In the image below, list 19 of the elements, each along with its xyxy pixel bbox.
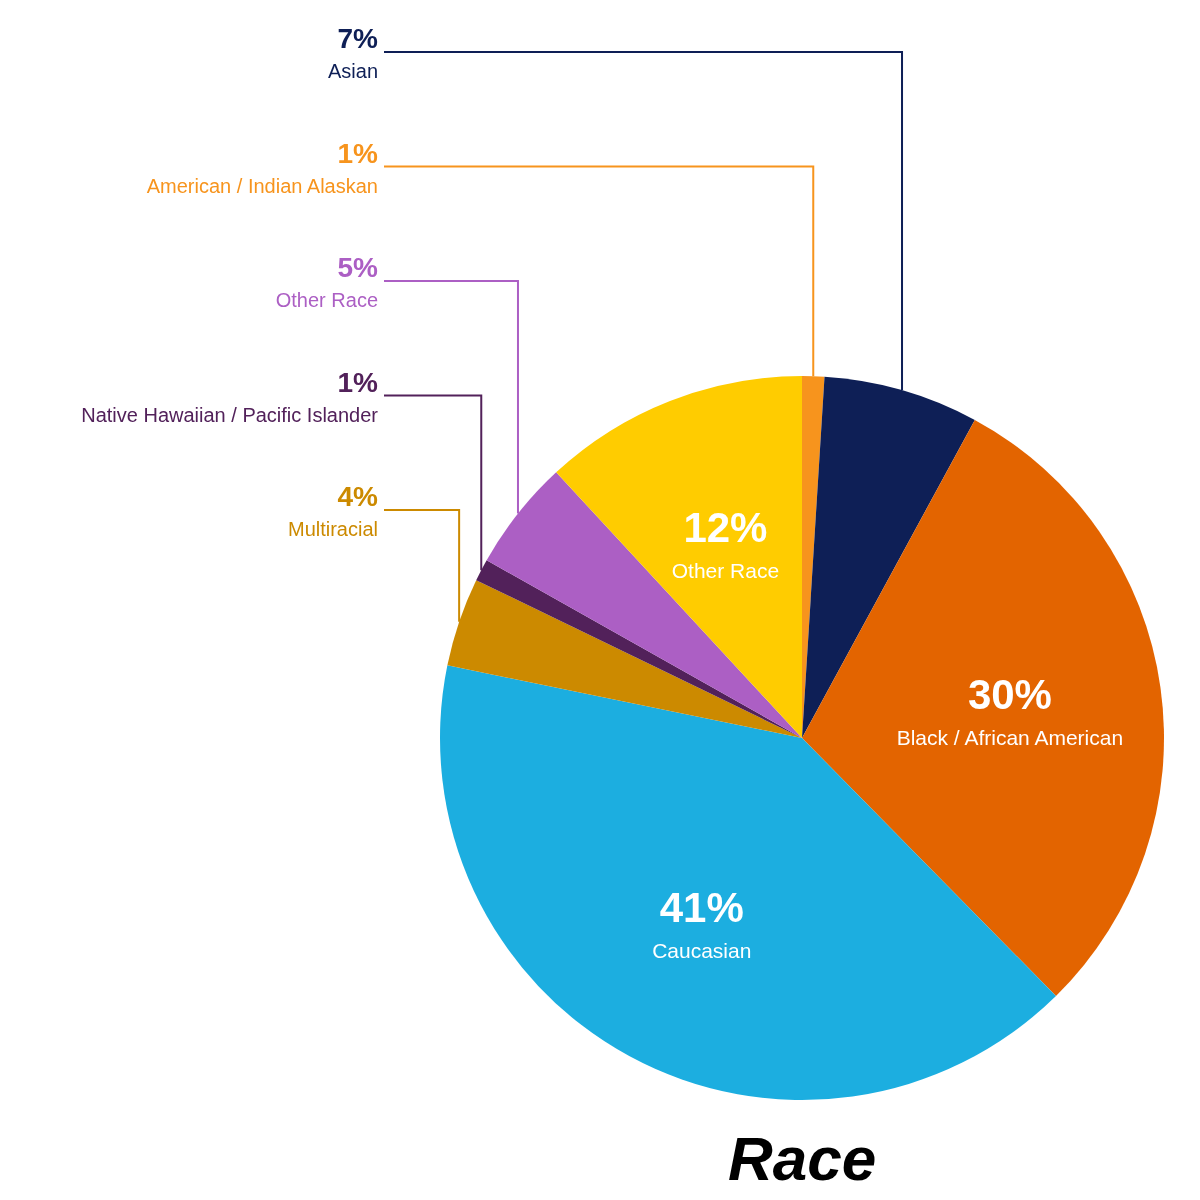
slice-label: Other Race	[275, 289, 378, 311]
data-label: 5%	[337, 252, 379, 283]
slice-label: Multiracial	[287, 518, 378, 540]
data-label: 7%	[337, 23, 379, 54]
data-label: 1%	[337, 137, 379, 169]
slice-label: Asian	[327, 60, 378, 82]
data-label: 41%	[659, 884, 744, 932]
data-label: 4%	[337, 481, 379, 512]
text: Race	[727, 1124, 877, 1193]
slice-label: Caucasian	[652, 939, 752, 963]
slice-label: Black / African American	[896, 725, 1124, 749]
slice-label: Other Race	[671, 559, 780, 583]
slice-label: Native Hawaiian / Pacific Islander	[81, 403, 379, 426]
data-label: 12%	[683, 504, 768, 552]
data-label: 30%	[967, 670, 1052, 718]
pie-slice	[556, 376, 802, 738]
data-label: 1%	[337, 366, 379, 398]
pie-slice	[802, 419, 1164, 996]
slice-label: American / Indian Alaskan	[146, 174, 378, 197]
